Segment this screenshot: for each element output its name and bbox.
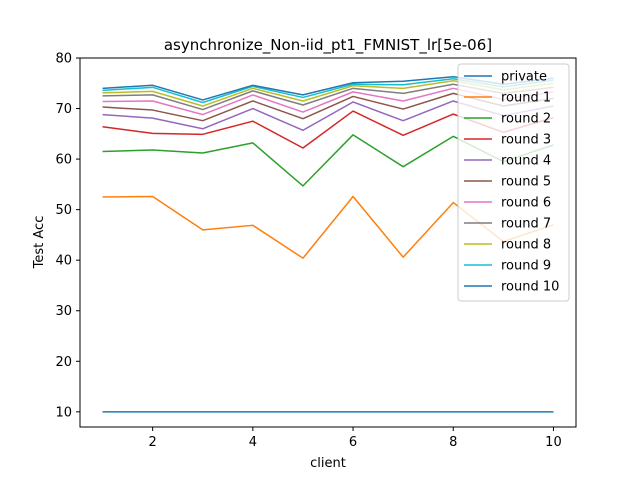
x-tick-label: 10	[545, 435, 562, 450]
y-tick-label: 80	[55, 52, 72, 67]
legend-entry: round 9	[501, 259, 551, 274]
y-axis-label: Test Acc	[32, 216, 47, 270]
legend-entry: round 1	[501, 91, 551, 106]
x-axis: 2 4 6 8 10	[149, 427, 562, 450]
y-tick-label: 10	[55, 405, 72, 420]
legend-entry: round 4	[501, 154, 551, 169]
plot-frame	[79, 57, 577, 428]
legend-entry: round 10	[501, 280, 559, 295]
x-axis-label: client	[310, 456, 346, 471]
y-tick-label: 60	[55, 153, 72, 168]
y-tick-label: 30	[55, 304, 72, 319]
y-tick-label: 40	[55, 254, 72, 269]
x-tick-label: 6	[349, 435, 357, 450]
legend-box	[457, 63, 570, 302]
legend-entry: round 2	[501, 112, 551, 127]
y-tick-label: 50	[55, 203, 72, 218]
y-axis: 10 20 30 40 50 60 70 80	[55, 52, 80, 420]
legend-entry: round 5	[501, 175, 551, 190]
x-tick-label: 2	[149, 435, 157, 450]
y-tick-label: 20	[55, 355, 72, 370]
legend: private round 1 round 2 round 3 round 4 round…	[457, 63, 570, 302]
y-tick-label: 70	[55, 102, 72, 117]
x-tick-label: 4	[249, 435, 257, 450]
chart-title: asynchronize_Non-iid_pt1_FMNIST_lr[5e-06…	[164, 36, 492, 55]
legend-entry: round 6	[501, 196, 551, 211]
x-tick-label: 8	[449, 435, 457, 450]
legend-entry: round 3	[501, 133, 551, 148]
legend-entry: private	[501, 70, 547, 85]
legend-entry: round 7	[501, 217, 551, 232]
legend-entry: round 8	[501, 238, 551, 253]
